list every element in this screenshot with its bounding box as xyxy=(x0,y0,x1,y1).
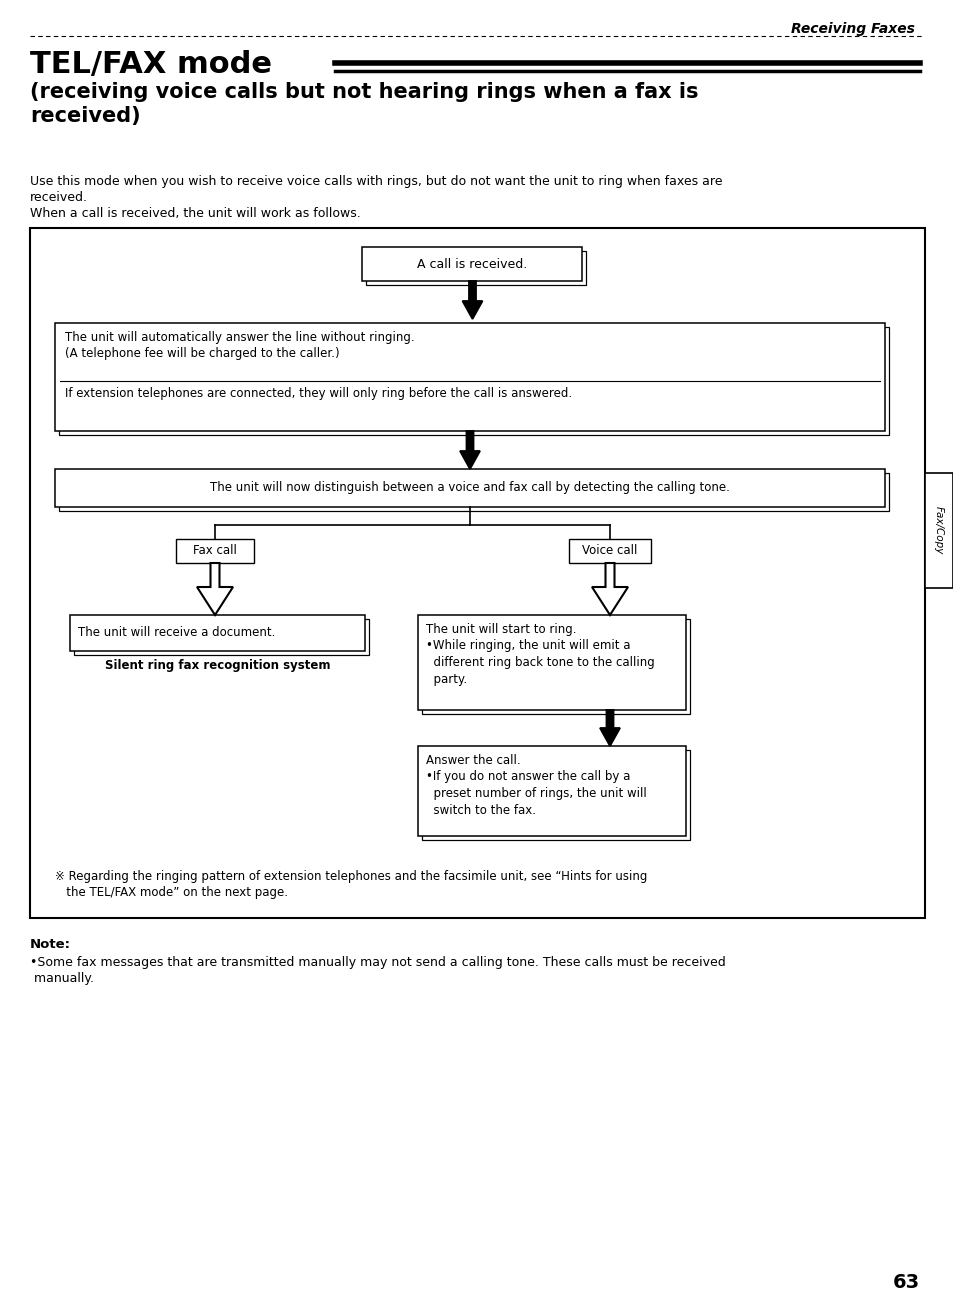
Text: Note:: Note: xyxy=(30,938,71,951)
Polygon shape xyxy=(462,281,482,319)
Bar xyxy=(421,619,689,714)
Text: (receiving voice calls but not hearing rings when a fax is
received): (receiving voice calls but not hearing r… xyxy=(30,81,698,126)
Text: •Some fax messages that are transmitted manually may not send a calling tone. Th: •Some fax messages that are transmitted … xyxy=(30,956,725,970)
Bar xyxy=(924,472,952,588)
Bar xyxy=(55,323,884,432)
Bar xyxy=(568,539,650,563)
Text: The unit will receive a document.: The unit will receive a document. xyxy=(78,627,275,639)
Bar xyxy=(417,747,685,836)
Polygon shape xyxy=(459,432,479,468)
Bar xyxy=(421,750,689,840)
Polygon shape xyxy=(196,563,233,615)
Polygon shape xyxy=(599,710,619,747)
Bar xyxy=(30,228,924,918)
Text: received.: received. xyxy=(30,192,88,203)
Text: •If you do not answer the call by a
  preset number of rings, the unit will
  sw: •If you do not answer the call by a pres… xyxy=(426,770,646,817)
Polygon shape xyxy=(592,563,627,615)
Bar xyxy=(74,619,369,655)
Bar xyxy=(70,615,365,651)
Bar xyxy=(59,327,888,436)
Bar xyxy=(59,474,888,510)
Text: The unit will automatically answer the line without ringing.: The unit will automatically answer the l… xyxy=(65,331,415,344)
Text: manually.: manually. xyxy=(30,972,94,985)
Text: the TEL/FAX mode” on the next page.: the TEL/FAX mode” on the next page. xyxy=(55,886,288,899)
Bar xyxy=(362,247,582,281)
Text: When a call is received, the unit will work as follows.: When a call is received, the unit will w… xyxy=(30,207,360,220)
Bar xyxy=(366,251,586,285)
Text: Voice call: Voice call xyxy=(581,544,637,558)
Text: Fax/Copy: Fax/Copy xyxy=(933,506,943,554)
Bar xyxy=(417,615,685,710)
Text: If extension telephones are connected, they will only ring before the call is an: If extension telephones are connected, t… xyxy=(65,387,572,400)
Text: A call is received.: A call is received. xyxy=(416,257,527,270)
Bar xyxy=(175,539,253,563)
Text: The unit will start to ring.: The unit will start to ring. xyxy=(426,623,576,636)
Text: Fax call: Fax call xyxy=(193,544,236,558)
Text: Use this mode when you wish to receive voice calls with rings, but do not want t: Use this mode when you wish to receive v… xyxy=(30,174,721,188)
Bar xyxy=(55,468,884,506)
Text: Receiving Faxes: Receiving Faxes xyxy=(790,22,914,35)
Text: Answer the call.: Answer the call. xyxy=(426,754,520,768)
Text: (A telephone fee will be charged to the caller.): (A telephone fee will be charged to the … xyxy=(65,346,339,359)
Text: •While ringing, the unit will emit a
  different ring back tone to the calling
 : •While ringing, the unit will emit a dif… xyxy=(426,639,654,686)
Text: Silent ring fax recognition system: Silent ring fax recognition system xyxy=(105,659,330,672)
Text: TEL/FAX mode: TEL/FAX mode xyxy=(30,50,272,79)
Text: 63: 63 xyxy=(892,1273,919,1292)
Text: The unit will now distinguish between a voice and fax call by detecting the call: The unit will now distinguish between a … xyxy=(210,482,729,495)
Text: ※ Regarding the ringing pattern of extension telephones and the facsimile unit, : ※ Regarding the ringing pattern of exten… xyxy=(55,870,647,883)
